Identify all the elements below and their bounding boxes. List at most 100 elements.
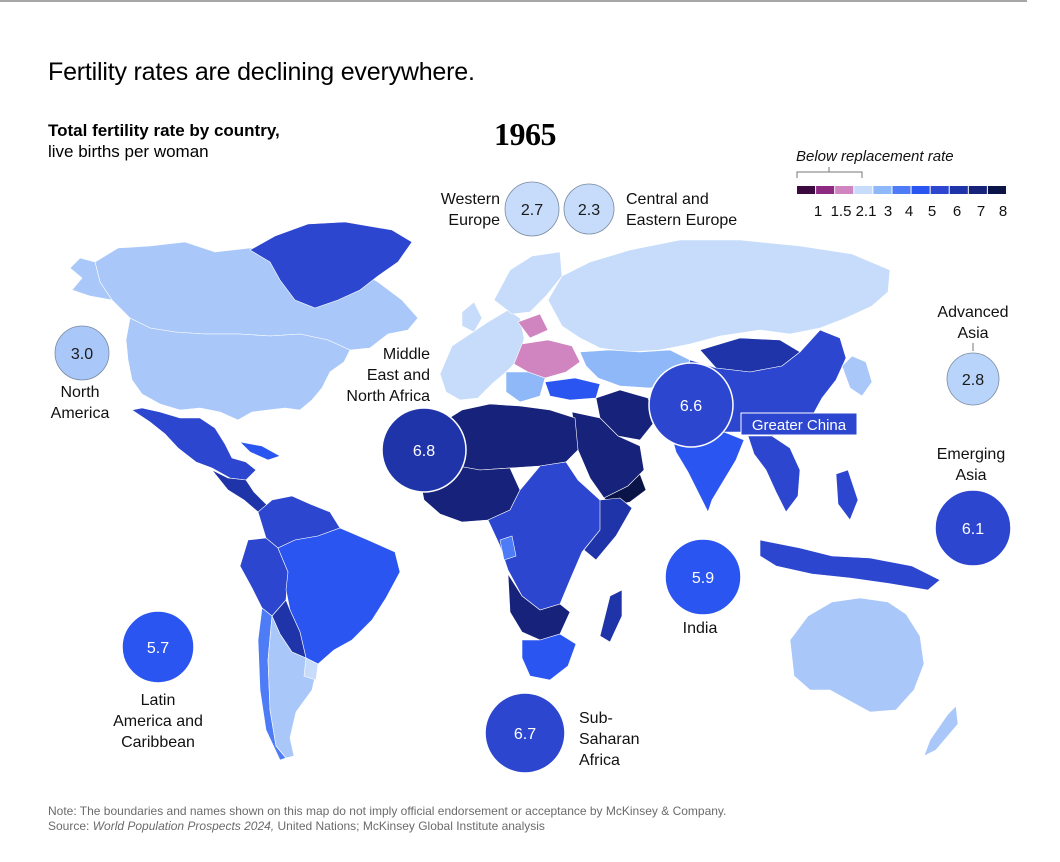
country-indonesia[interactable] bbox=[759, 539, 941, 591]
legend-tick-label: 6 bbox=[953, 203, 961, 220]
source-text: Source: World Population Prospects 2024,… bbox=[48, 819, 545, 833]
country-japan-korea[interactable] bbox=[841, 355, 873, 397]
country-belarus-poland[interactable] bbox=[517, 313, 549, 339]
region-bubble[interactable] bbox=[381, 407, 467, 493]
country-southeast-asia[interactable] bbox=[747, 435, 801, 513]
legend-tick-label: 3 bbox=[884, 203, 892, 220]
region-bubble[interactable] bbox=[664, 538, 742, 616]
map-land bbox=[69, 221, 959, 761]
legend-swatch bbox=[987, 186, 1006, 194]
region-name: Saharan bbox=[579, 731, 640, 748]
country-uruguay[interactable] bbox=[303, 657, 319, 681]
region-name: Asia bbox=[955, 467, 986, 484]
region-bubble[interactable] bbox=[563, 183, 615, 235]
region-greater-china[interactable]: 6.6 Greater China bbox=[648, 362, 858, 448]
region-bubble[interactable] bbox=[121, 610, 195, 684]
region-bubble[interactable] bbox=[504, 181, 560, 237]
country-southern-africa[interactable] bbox=[507, 572, 571, 641]
country-mexico[interactable] bbox=[131, 407, 257, 481]
country-turkey[interactable] bbox=[544, 377, 601, 401]
country-greenland[interactable] bbox=[249, 221, 413, 309]
region-name: Africa bbox=[579, 752, 620, 769]
region-name: Sub- bbox=[579, 710, 613, 727]
region-name: India bbox=[683, 620, 718, 637]
region-name: America and bbox=[113, 713, 203, 730]
year-label: 1965 bbox=[494, 116, 557, 152]
region-middle-east-north-africa[interactable]: 6.8 Middle East and North Africa bbox=[346, 346, 467, 493]
region-value: 5.9 bbox=[692, 570, 714, 587]
legend: Below replacement rate 1 1.5 2.1 3 4 5 6 7 8 bbox=[796, 148, 1007, 220]
country-russia[interactable] bbox=[547, 239, 891, 353]
country-south-africa[interactable] bbox=[521, 633, 577, 681]
region-bubble[interactable] bbox=[934, 489, 1012, 567]
region-name: North Africa bbox=[346, 388, 430, 405]
region-value: 5.7 bbox=[147, 640, 169, 657]
region-value: 6.8 bbox=[413, 443, 435, 460]
country-horn-of-africa[interactable] bbox=[583, 497, 633, 561]
region-india[interactable]: 5.9 India bbox=[664, 538, 742, 637]
region-bubble[interactable] bbox=[54, 325, 110, 381]
legend-swatch bbox=[816, 186, 835, 194]
region-name: Western bbox=[441, 191, 500, 208]
country-congo[interactable] bbox=[499, 535, 517, 561]
region-name: Europe bbox=[448, 212, 500, 229]
legend-tick-label: 5 bbox=[928, 203, 936, 220]
legend-swatch bbox=[892, 186, 911, 194]
region-north-america[interactable]: 3.0 North America bbox=[51, 325, 110, 422]
region-name: Emerging bbox=[937, 446, 1005, 463]
region-name: Asia bbox=[957, 325, 988, 342]
legend-swatch bbox=[949, 186, 968, 194]
legend-title: Below replacement rate bbox=[796, 148, 954, 165]
page-title: Fertility rates are declining everywhere… bbox=[48, 58, 475, 86]
country-philippines[interactable] bbox=[835, 469, 859, 521]
region-western-europe[interactable]: 2.7 Western Europe bbox=[441, 181, 560, 237]
country-central-america[interactable] bbox=[211, 469, 271, 513]
country-alaska[interactable] bbox=[69, 257, 113, 301]
country-argentina[interactable] bbox=[267, 614, 319, 759]
region-name: North bbox=[60, 384, 99, 401]
region-bubble[interactable] bbox=[946, 352, 1000, 406]
country-usa[interactable] bbox=[125, 317, 351, 421]
country-western-europe[interactable] bbox=[439, 309, 525, 401]
country-balkans[interactable] bbox=[505, 371, 546, 403]
region-bubble[interactable] bbox=[484, 692, 566, 774]
region-name: Advanced bbox=[937, 304, 1008, 321]
region-emerging-asia[interactable]: 6.1 Emerging Asia bbox=[934, 446, 1012, 567]
legend-swatch bbox=[930, 186, 949, 194]
footnote: Note: The boundaries and names shown on … bbox=[48, 804, 726, 834]
map-subtitle: Total fertility rate by country, live bi… bbox=[48, 120, 280, 162]
subtitle-unit: live births per woman bbox=[48, 142, 209, 161]
region-value: 2.7 bbox=[521, 202, 543, 219]
region-advanced-asia[interactable]: 2.8 Advanced Asia bbox=[937, 304, 1009, 406]
region-latin-america-caribbean[interactable]: 5.7 Latin America and Caribbean bbox=[113, 610, 203, 751]
country-uk[interactable] bbox=[461, 301, 483, 333]
region-name: Central and bbox=[626, 191, 709, 208]
region-name: Middle bbox=[383, 346, 430, 363]
legend-swatch bbox=[968, 186, 987, 194]
legend-tick-label: 1 bbox=[814, 203, 822, 220]
country-australia[interactable] bbox=[789, 597, 925, 713]
country-brazil[interactable] bbox=[277, 527, 401, 665]
region-value: 6.6 bbox=[680, 398, 702, 415]
region-central-eastern-europe[interactable]: 2.3 Central and Eastern Europe bbox=[563, 183, 737, 235]
region-sub-saharan-africa[interactable]: 6.7 Sub- Saharan Africa bbox=[484, 692, 640, 774]
legend-swatches bbox=[797, 186, 1006, 194]
legend-swatch bbox=[911, 186, 930, 194]
country-caribbean[interactable] bbox=[239, 441, 281, 461]
greater-china-label-box bbox=[740, 412, 858, 436]
legend-tick-label: 1.5 bbox=[831, 203, 852, 220]
country-madagascar[interactable] bbox=[599, 589, 623, 643]
country-new-zealand[interactable] bbox=[923, 705, 959, 757]
region-name: Greater China bbox=[752, 417, 847, 434]
region-bubble[interactable] bbox=[648, 362, 734, 448]
region-value: 2.3 bbox=[578, 202, 600, 219]
legend-tick-label: 7 bbox=[977, 203, 985, 220]
legend-ticks: 1 1.5 2.1 3 4 5 6 7 8 bbox=[814, 203, 1007, 220]
legend-swatch bbox=[797, 186, 816, 194]
region-value: 6.7 bbox=[514, 726, 536, 743]
legend-tick-label: 8 bbox=[999, 203, 1007, 220]
legend-tick-label: 4 bbox=[905, 203, 913, 220]
region-value: 6.1 bbox=[962, 521, 984, 538]
country-ukraine-romania[interactable] bbox=[513, 339, 581, 379]
